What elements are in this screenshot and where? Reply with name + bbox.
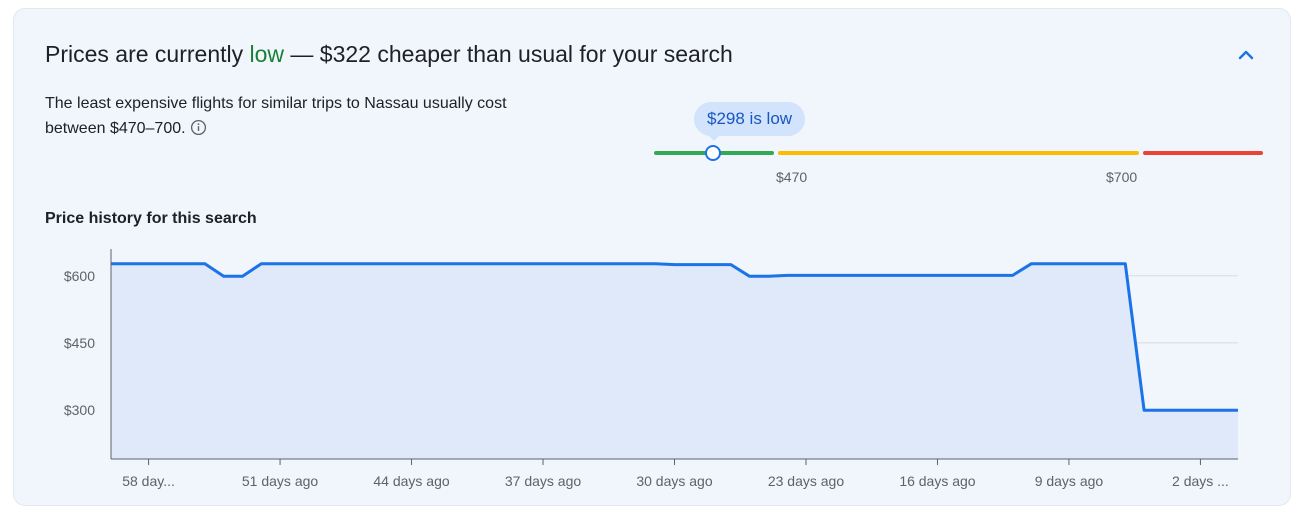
- typical-price-segment: [778, 151, 1139, 155]
- price-line[interactable]: [111, 262, 1238, 412]
- x-tick-label: 2 days ...: [1172, 473, 1229, 489]
- price-area: [111, 263, 1238, 459]
- x-tick-label: 37 days ago: [505, 473, 581, 489]
- price-history-chart[interactable]: $600 $450 $300 58 day... 51 days ago 44 days …: [14, 249, 1274, 499]
- current-price-badge: $298 is low: [694, 102, 806, 136]
- description-text: The least expensive flights for similar …: [45, 95, 507, 137]
- price-history-title: Price history for this search: [45, 210, 257, 227]
- y-tick-label: $600: [64, 268, 95, 284]
- price-insights-card: Prices are currently low — $322 cheaper …: [13, 8, 1291, 506]
- y-tick-label: $450: [64, 335, 95, 351]
- x-tick-label: 51 days ago: [242, 473, 318, 489]
- x-tick-label: 44 days ago: [373, 473, 449, 489]
- collapse-button[interactable]: [1232, 41, 1260, 69]
- x-tick-label: 23 days ago: [768, 473, 844, 489]
- typical-price-description: The least expensive flights for similar …: [45, 91, 515, 144]
- x-tick-label: 30 days ago: [636, 473, 712, 489]
- price-status-low: low: [249, 41, 285, 67]
- chevron-up-icon: [1238, 50, 1254, 60]
- info-icon[interactable]: [190, 119, 207, 144]
- headline-prefix: Prices are currently: [45, 41, 250, 67]
- badge-pointer: [708, 135, 720, 141]
- high-price-segment: [1143, 151, 1263, 155]
- range-low-label: $470: [776, 169, 808, 185]
- range-high-label: $700: [1106, 169, 1138, 185]
- x-tick-label: 9 days ago: [1035, 473, 1104, 489]
- price-status-headline: Prices are currently low — $322 cheaper …: [45, 39, 733, 69]
- current-price-marker[interactable]: [705, 145, 721, 161]
- price-range-indicator: $298 is low $470 $700: [14, 9, 1292, 209]
- x-tick-label: 16 days ago: [899, 473, 975, 489]
- y-tick-label: $300: [64, 402, 95, 418]
- x-tick-label: 58 day...: [122, 473, 175, 489]
- headline-suffix: — $322 cheaper than usual for your searc…: [284, 41, 733, 67]
